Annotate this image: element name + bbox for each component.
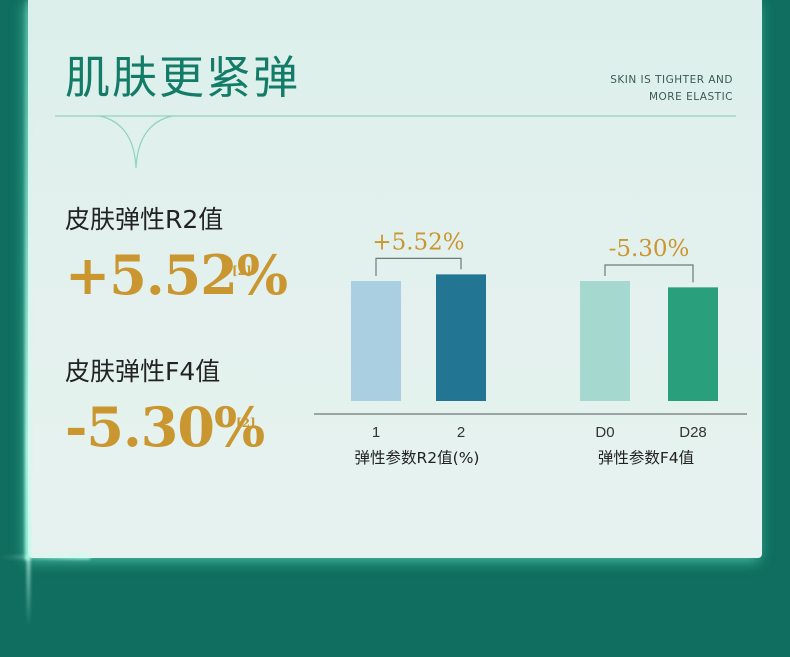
change-annotation-2: -5.30% [609,236,690,262]
bracket-1 [375,257,462,276]
bracket-2 [604,264,694,283]
page-title: 肌肤更紧弹 [65,51,301,104]
x-axis-title-2: 弹性参数F4值 [598,449,694,467]
tick-label-D0: D0 [595,424,614,441]
stat-r2-reference: [2] [232,264,252,278]
stat-f4-label: 皮肤弹性F4值 [65,357,221,386]
x-axis-title-1: 弹性参数R2值(%) [355,449,480,467]
stat-r2-value: +5.52% [65,243,288,307]
glow-edge-lower [27,556,30,626]
bar-2-D0 [580,281,630,401]
bar-1-2 [436,274,486,401]
stat-f4-value: -5.30% [65,395,265,459]
subtitle-line-2: MORE ELASTIC [648,91,733,103]
content-panel [28,0,762,558]
bar-2-D28 [668,287,718,401]
tick-label-1: 1 [372,424,380,441]
glow-edge-vertical [25,0,30,560]
bar-1-1 [351,281,401,401]
subtitle-line-1: SKIN IS TIGHTER AND [610,74,733,86]
tick-label-D28: D28 [679,424,707,441]
stat-f4-reference: [2] [236,416,256,430]
page-subtitle: SKIN IS TIGHTER AND MORE ELASTIC [610,72,733,106]
title-underline-decoration [55,115,736,169]
change-annotation-1: +5.52% [372,229,464,255]
tick-label-2: 2 [457,424,465,441]
glow-edge-horizontal [0,555,90,559]
stat-r2-label: 皮肤弹性R2值 [65,205,224,234]
